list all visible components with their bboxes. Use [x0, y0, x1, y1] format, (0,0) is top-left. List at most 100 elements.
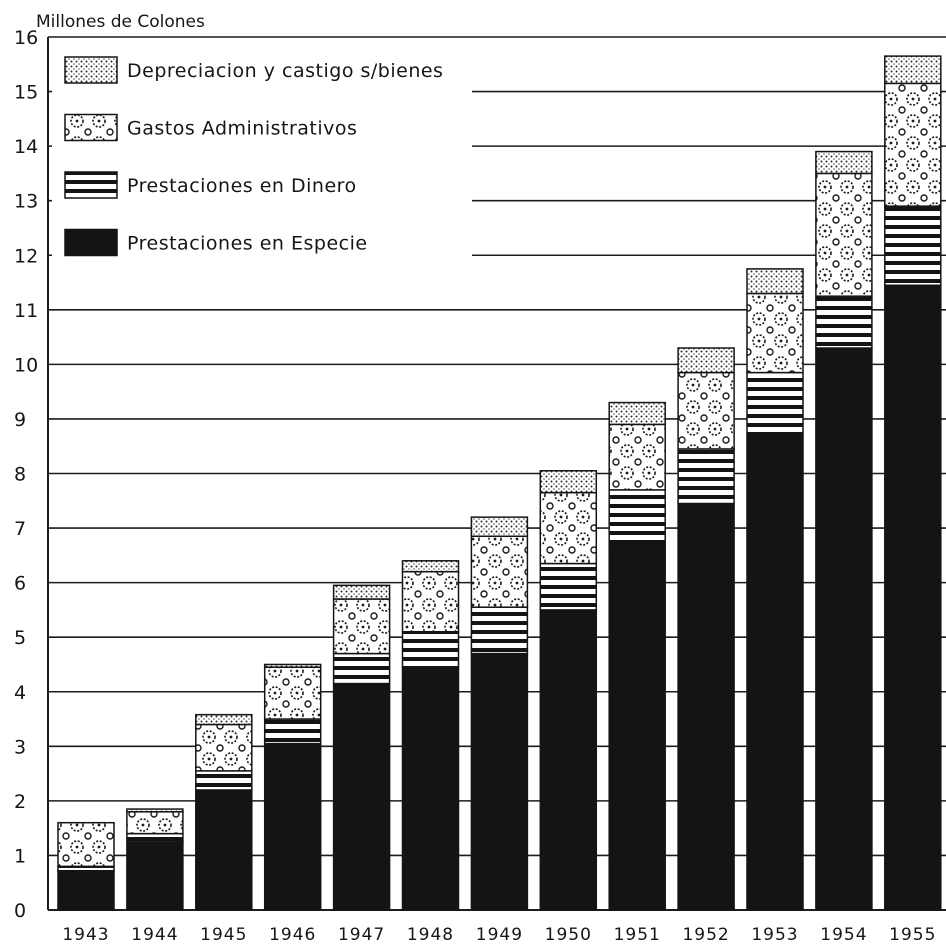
legend-item: Prestaciones en Especie — [64, 228, 368, 257]
bar-segment-dots — [539, 470, 598, 494]
y-tick-label: 10 — [14, 354, 38, 376]
bar-segment-circles — [470, 535, 529, 608]
bar-segment-stripes — [195, 770, 253, 791]
bar-stack-1948 — [401, 560, 460, 911]
bar-stack-1950 — [539, 470, 598, 911]
bars — [57, 55, 942, 911]
bar-segment-solid — [539, 609, 598, 911]
bar-segment-dots — [677, 347, 735, 374]
bar-stack-1943 — [57, 821, 115, 911]
x-tick-label: 1943 — [62, 925, 109, 945]
bar-stack-1946 — [263, 663, 322, 911]
bar-segment-dots — [401, 560, 460, 573]
x-tick-label: 1948 — [407, 925, 454, 945]
x-tick-label: 1944 — [131, 925, 178, 945]
bar-segment-solid — [470, 652, 529, 911]
y-tick-label: 15 — [14, 82, 38, 104]
bar-segment-dots — [746, 268, 804, 295]
x-tick-label: 1953 — [751, 925, 798, 945]
bar-segment-circles — [401, 570, 460, 633]
bar-segment-dots — [608, 401, 666, 426]
bar-segment-stripes — [608, 489, 666, 546]
bar-segment-dots — [884, 55, 942, 85]
bar-stack-1951 — [608, 401, 666, 911]
bar-segment-stripes — [332, 652, 391, 685]
y-tick-label: 11 — [14, 300, 38, 322]
bar-segment-circles — [539, 491, 598, 565]
legend-item: Gastos Administrativos — [64, 113, 357, 142]
bar-segment-stripes — [746, 371, 804, 437]
x-tick-label: 1947 — [338, 925, 385, 945]
bar-segment-circles — [263, 666, 322, 720]
bar-segment-stripes — [815, 295, 873, 349]
bar-segment-dots — [195, 713, 253, 726]
x-tick-label: 1955 — [889, 925, 936, 945]
bar-segment-solid — [815, 347, 873, 911]
bar-segment-solid — [332, 682, 391, 911]
y-tick-label: 7 — [14, 518, 26, 540]
legend-swatch — [64, 56, 118, 84]
legend-item: Depreciacion y castigo s/bienes — [64, 56, 443, 84]
bar-segment-stripes — [126, 832, 184, 843]
x-tick-labels: 1943 1944 1945 1946 1947 1948 1949 1950 1951 1952… — [62, 925, 936, 945]
bar-segment-circles — [57, 821, 115, 868]
bar-stack-1947 — [332, 584, 391, 911]
bar-segment-solid — [677, 502, 735, 911]
x-tick-label: 1946 — [269, 925, 316, 945]
bar-segment-stripes — [539, 562, 598, 611]
y-tick-label: 13 — [14, 191, 38, 213]
x-tick-label: 1952 — [682, 925, 729, 945]
legend-label: Gastos Administrativos — [127, 118, 357, 140]
y-tick-label: 12 — [14, 245, 38, 267]
legend-swatch — [64, 113, 118, 142]
bar-segment-circles — [608, 423, 666, 491]
x-tick-label: 1954 — [820, 925, 867, 945]
bar-segment-solid — [263, 742, 322, 911]
y-tick-label: 6 — [14, 573, 26, 595]
bar-segment-solid — [608, 543, 666, 911]
y-tick-label: 16 — [14, 27, 38, 49]
y-tick-label: 2 — [14, 791, 26, 813]
bar-segment-dots — [332, 584, 391, 600]
bar-segment-stripes — [401, 630, 460, 668]
bar-segment-circles — [746, 292, 804, 374]
legend-label: Depreciacion y castigo s/bienes — [127, 60, 443, 82]
legend-background — [52, 40, 472, 268]
y-tick-label: 5 — [14, 627, 26, 649]
y-tick-label: 14 — [14, 136, 38, 158]
y-tick-label: 1 — [14, 845, 26, 867]
legend-swatch — [64, 171, 118, 199]
legend-label: Prestaciones en Especie — [127, 233, 368, 255]
legend-swatch — [64, 228, 118, 257]
bar-stack-1955 — [884, 55, 942, 911]
bar-segment-dots — [815, 150, 873, 175]
bar-segment-solid — [884, 284, 942, 911]
y-tick-label: 4 — [14, 682, 26, 704]
bar-segment-stripes — [263, 718, 322, 745]
legend: Depreciacion y castigo s/bienes Gastos Ad… — [52, 40, 472, 268]
bar-segment-circles — [126, 811, 184, 835]
y-tick-label: 9 — [14, 409, 26, 431]
bar-segment-dots — [126, 808, 184, 813]
bar-segment-dots — [263, 663, 322, 668]
y-tick-label: 3 — [14, 736, 26, 758]
bar-segment-stripes — [470, 606, 529, 655]
bar-stack-1953 — [746, 268, 804, 911]
bar-segment-circles — [677, 371, 735, 450]
bar-segment-circles — [815, 172, 873, 297]
bar-segment-circles — [332, 598, 391, 655]
y-tick-label: 0 — [14, 900, 26, 922]
y-tick-label: 8 — [14, 464, 26, 486]
bar-segment-stripes — [884, 205, 942, 287]
bar-segment-solid — [746, 434, 804, 911]
x-tick-label: 1951 — [614, 925, 661, 945]
bar-stack-1945 — [195, 713, 253, 911]
bar-segment-solid — [401, 666, 460, 911]
x-tick-label: 1945 — [200, 925, 247, 945]
bar-stack-1949 — [470, 516, 529, 911]
legend-label: Prestaciones en Dinero — [127, 175, 357, 197]
bar-segment-circles — [884, 82, 942, 207]
x-tick-label: 1949 — [476, 925, 523, 945]
